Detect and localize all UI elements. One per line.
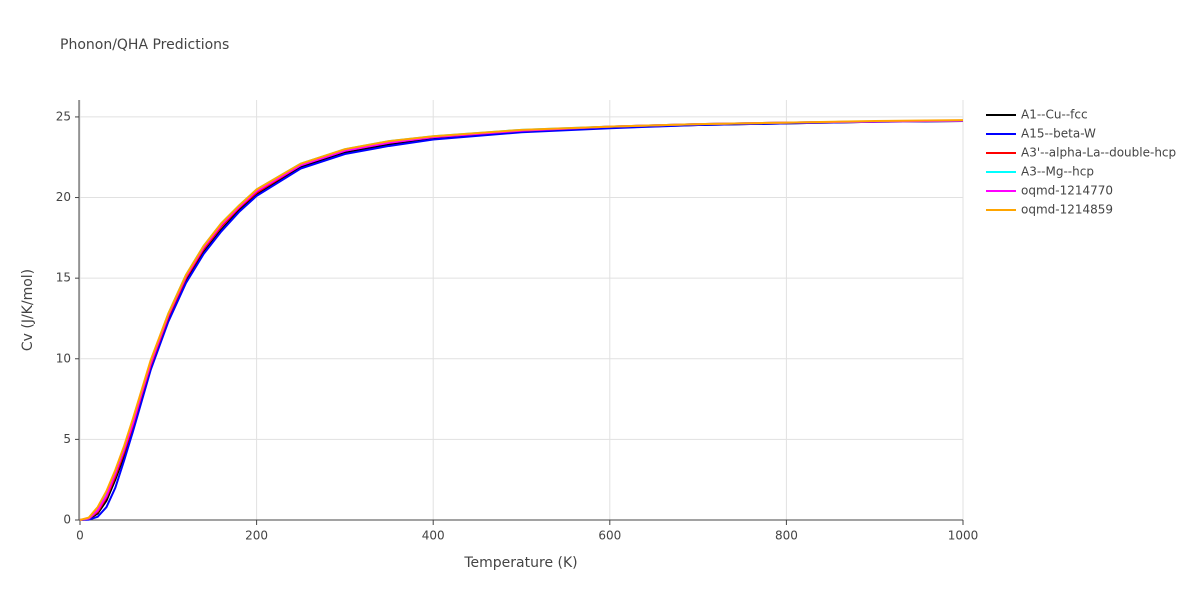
legend-label: A1--Cu--fcc [1021,108,1088,122]
series-line [79,119,964,521]
series-line [79,119,964,521]
x-tick-label: 200 [245,529,268,543]
legend-label: oqmd-1214859 [1021,203,1113,217]
x-tick-label: 400 [422,529,445,543]
series-line [79,119,964,521]
series-line [79,119,964,521]
y-tick-label: 0 [63,513,71,527]
y-tick-label: 5 [63,432,71,446]
x-tick-label: 600 [598,529,621,543]
x-tick-label: 1000 [948,529,979,543]
series-line [79,119,964,521]
chart-title: Phonon/QHA Predictions [60,37,229,53]
y-tick-label: 25 [56,109,71,123]
y-axis-title: Cv (J/K/mol) [20,269,36,351]
y-tick-label: 10 [56,351,71,365]
legend-label: oqmd-1214770 [1021,184,1113,198]
x-tick-label: 0 [76,529,84,543]
x-axis-title: Temperature (K) [463,555,577,571]
legend-label: A3'--alpha-La--double-hcp [1021,146,1176,160]
legend-label: A15--beta-W [1021,127,1096,141]
y-tick-label: 15 [56,271,71,285]
y-tick-label: 20 [56,190,71,204]
series-line [79,119,964,521]
x-tick-label: 800 [775,529,798,543]
legend-label: A3--Mg--hcp [1021,165,1094,179]
